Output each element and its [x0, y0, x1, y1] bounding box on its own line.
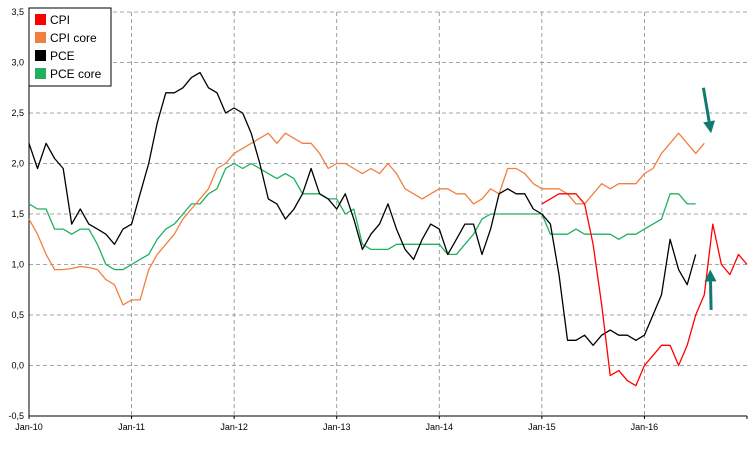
arrow-annotations — [701, 87, 717, 310]
x-tick-label: Jan-11 — [118, 422, 145, 432]
legend-label: PCE core — [50, 67, 102, 81]
y-tick-label: 3,5 — [11, 7, 24, 17]
x-axis-tick-labels: Jan-10 Jan-11 Jan-12 Jan-13 Jan-14 Jan-15 Jan-… — [15, 422, 658, 432]
x-tick-label: Jan-12 — [220, 422, 248, 432]
y-tick-label: -0,5 — [8, 411, 24, 421]
x-tick-label: Jan-13 — [323, 422, 351, 432]
up-arrow-head — [704, 269, 717, 282]
y-tick-label: 0,0 — [11, 361, 24, 371]
y-tick-label: 2,0 — [11, 159, 24, 169]
legend-swatch-pce — [35, 50, 46, 61]
y-tick-label: 2,5 — [11, 108, 24, 118]
series-line-pce — [28, 71, 697, 346]
y-axis-tick-labels: -0,5 0,0 0,5 1,0 1,5 2,0 2,5 3,0 3,5 — [8, 7, 24, 421]
y-tick-label: 1,0 — [11, 260, 24, 270]
legend-label: PCE — [50, 49, 75, 63]
legend-swatch-pce-core — [35, 68, 46, 79]
x-tick-label: Jan-15 — [528, 422, 556, 432]
down-arrow-head — [703, 120, 716, 134]
down-arrow-shaft — [701, 87, 711, 122]
x-tick-label: Jan-16 — [631, 422, 659, 432]
y-tick-label: 1,5 — [11, 209, 24, 219]
legend: CPI CPI core PCE PCE core — [28, 7, 112, 87]
x-tick-label: Jan-10 — [15, 422, 43, 432]
legend-label: CPI core — [50, 31, 97, 45]
series-line-cpi-core — [28, 132, 705, 306]
y-tick-label: 0,5 — [11, 310, 24, 320]
legend-swatch-cpi — [35, 14, 46, 25]
y-tick-label: 3,0 — [11, 58, 24, 68]
series-lines — [28, 71, 748, 387]
legend-swatch-cpi-core — [35, 32, 46, 43]
x-tick-label: Jan-14 — [426, 422, 454, 432]
up-arrow-shaft — [708, 281, 713, 310]
series-line-cpi — [541, 193, 748, 387]
series-line-pce-core — [28, 162, 696, 271]
legend-label: CPI — [50, 13, 70, 27]
